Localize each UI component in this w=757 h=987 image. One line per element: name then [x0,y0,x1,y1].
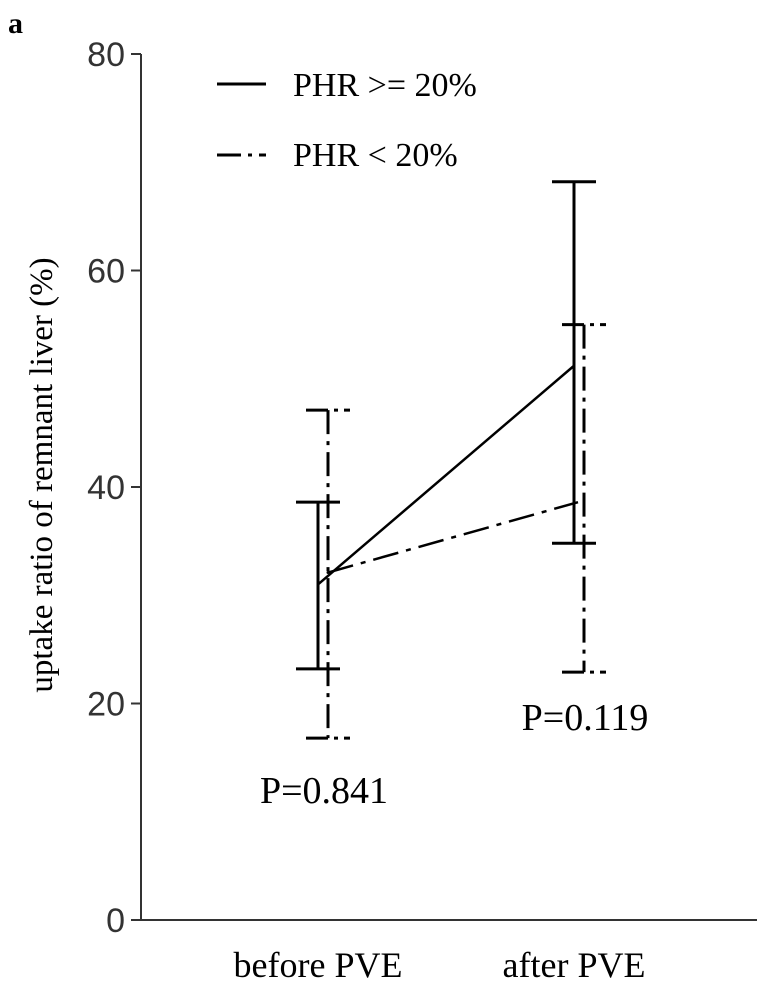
x-tick-label: before PVE [234,945,403,985]
data-point [582,500,586,504]
series-layer [296,180,606,740]
series-line [317,364,575,586]
y-tick-label: 60 [87,253,125,291]
x-tick-label: after PVE [503,945,646,985]
series-1 [306,323,606,740]
y-tick-label: 20 [87,686,125,724]
y-tick-label: 40 [87,469,125,507]
data-point [572,364,576,368]
y-tick-label: 80 [87,36,125,74]
series-0 [296,180,596,671]
data-point [326,571,330,575]
y-axis-label: uptake ratio of remnant liver (%) [24,257,60,692]
p-value-after: P=0.119 [522,697,649,739]
panel-label: a [8,7,23,40]
legend: PHR >= 20% PHR < 20% [217,67,477,174]
data-point [316,582,320,586]
y-axis-ticks: 0 20 40 60 80 [87,36,141,940]
series-line [327,500,579,574]
p-value-before: P=0.841 [260,770,388,812]
axes [140,54,757,921]
y-tick-label: 0 [106,902,125,940]
x-axis-ticks: before PVE after PVE [234,945,646,985]
legend-label-phr-high: PHR >= 20% [293,67,477,104]
legend-label-phr-low: PHR < 20% [293,137,458,174]
